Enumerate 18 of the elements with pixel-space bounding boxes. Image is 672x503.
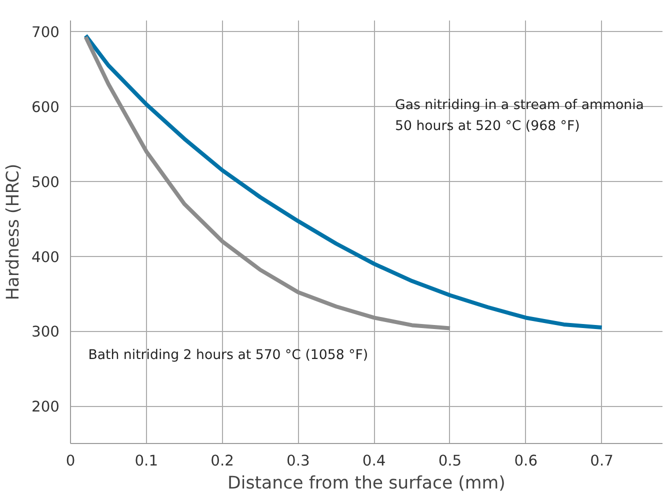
x-tick-label: 0.6 bbox=[514, 452, 538, 470]
x-tick-label: 0.7 bbox=[590, 452, 614, 470]
annotation: Gas nitriding in a stream of ammonia 50 hours at 520 °C (968 °F) bbox=[395, 98, 644, 134]
y-tick-label: 500 bbox=[32, 174, 60, 191]
y-tick-label: 400 bbox=[32, 248, 60, 266]
annotation: Bath nitriding 2 hours at 570 °C (1058 °F) bbox=[88, 348, 368, 363]
y-tick-label: 600 bbox=[32, 99, 60, 116]
y-tick-label: 700 bbox=[32, 24, 60, 42]
y-tick-label: 200 bbox=[32, 398, 60, 416]
x-tick-label: 0.3 bbox=[286, 452, 310, 470]
x-tick-label: 0.1 bbox=[134, 452, 158, 470]
x-axis-title: Distance from the surface (mm) bbox=[228, 474, 506, 494]
y-tick-label: 300 bbox=[32, 324, 60, 341]
y-axis-title: Hardness (HRC) bbox=[4, 164, 24, 300]
x-tick-label: 0.2 bbox=[210, 452, 234, 470]
x-tick-label: 0.5 bbox=[438, 452, 462, 470]
x-tick-label: 0.4 bbox=[362, 452, 386, 470]
x-tick-label: 0 bbox=[66, 452, 76, 470]
